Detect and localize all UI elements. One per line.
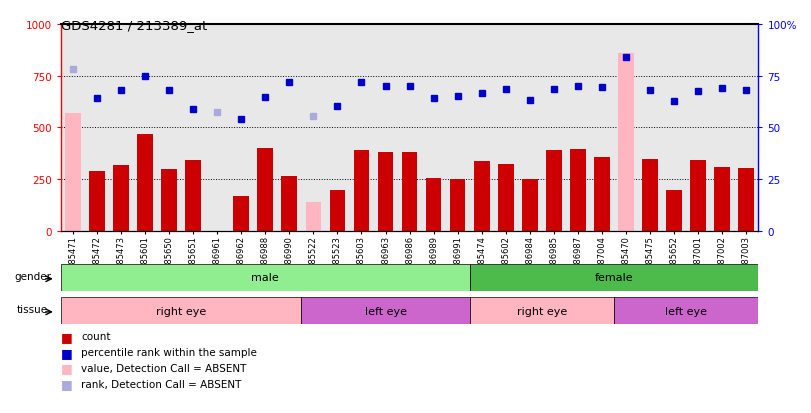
Bar xyxy=(65,114,80,231)
Text: left eye: left eye xyxy=(665,306,707,316)
Bar xyxy=(185,161,201,231)
Bar xyxy=(450,180,466,231)
Bar xyxy=(690,161,706,231)
Bar xyxy=(257,149,273,231)
Bar xyxy=(470,297,614,324)
Bar xyxy=(329,191,345,231)
Bar xyxy=(470,264,758,291)
Text: left eye: left eye xyxy=(364,306,406,316)
Bar xyxy=(426,179,441,231)
Bar xyxy=(354,151,369,231)
Text: value, Detection Call = ABSENT: value, Detection Call = ABSENT xyxy=(81,363,247,373)
Text: ■: ■ xyxy=(61,330,72,343)
Bar xyxy=(302,297,470,324)
Bar xyxy=(61,297,302,324)
Text: gender: gender xyxy=(14,271,51,281)
Text: tissue: tissue xyxy=(17,304,48,314)
Bar xyxy=(378,153,393,231)
Text: male: male xyxy=(251,273,279,283)
Text: ■: ■ xyxy=(61,377,72,390)
Text: ■: ■ xyxy=(61,346,72,359)
Text: right eye: right eye xyxy=(156,306,206,316)
Text: ■: ■ xyxy=(61,361,72,375)
Bar xyxy=(667,191,682,231)
Bar xyxy=(474,162,490,231)
Bar xyxy=(642,160,658,231)
Bar xyxy=(281,177,297,231)
Bar xyxy=(618,54,634,231)
Text: GDS4281 / 213389_at: GDS4281 / 213389_at xyxy=(61,19,207,31)
Text: percentile rank within the sample: percentile rank within the sample xyxy=(81,347,257,357)
Bar xyxy=(522,180,538,231)
Text: right eye: right eye xyxy=(517,306,567,316)
Bar xyxy=(161,169,177,231)
Bar xyxy=(739,169,754,231)
Bar xyxy=(89,171,105,231)
Text: count: count xyxy=(81,332,110,342)
Bar xyxy=(570,150,586,231)
Bar xyxy=(234,196,249,231)
Bar xyxy=(714,167,730,231)
Bar xyxy=(137,134,152,231)
Bar xyxy=(114,165,129,231)
Bar xyxy=(546,151,562,231)
Bar xyxy=(61,264,470,291)
Bar xyxy=(401,153,418,231)
Text: rank, Detection Call = ABSENT: rank, Detection Call = ABSENT xyxy=(81,379,242,389)
Bar xyxy=(498,164,513,231)
Bar xyxy=(614,297,758,324)
Bar xyxy=(306,202,321,231)
Text: female: female xyxy=(594,273,633,283)
Bar xyxy=(594,158,610,231)
